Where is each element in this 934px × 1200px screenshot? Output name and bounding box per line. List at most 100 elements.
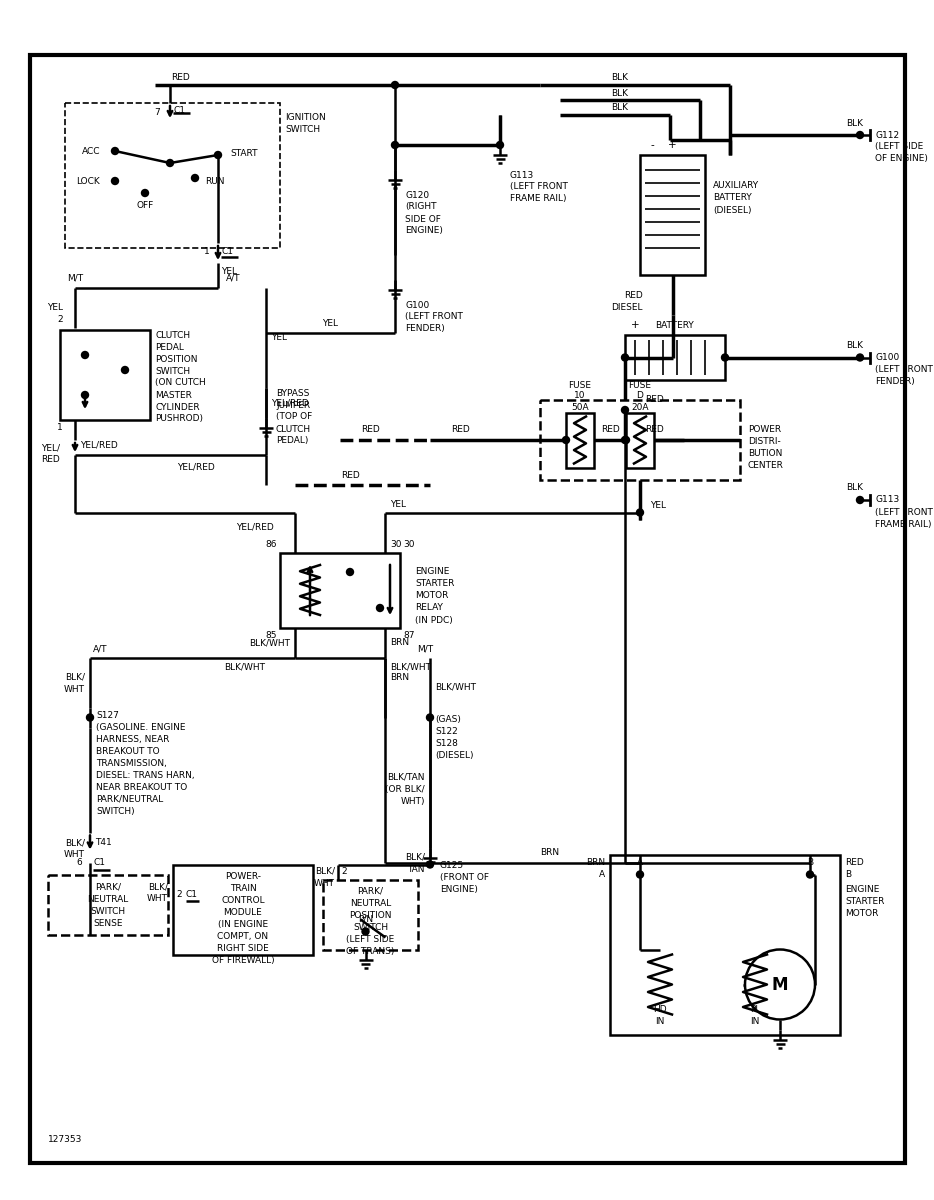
Text: C1: C1 — [186, 890, 198, 899]
Circle shape — [856, 497, 864, 504]
Text: RED: RED — [450, 426, 470, 434]
Text: ENGINE): ENGINE) — [440, 886, 478, 894]
Text: YEL: YEL — [322, 318, 338, 328]
Text: SWITCH: SWITCH — [353, 923, 388, 932]
Circle shape — [391, 82, 399, 89]
Text: PUSHROD): PUSHROD) — [155, 414, 203, 424]
Text: BLK/TAN: BLK/TAN — [388, 773, 425, 782]
Text: RUN: RUN — [205, 176, 224, 186]
Text: OFF: OFF — [136, 200, 153, 210]
Text: G112: G112 — [875, 131, 899, 139]
Text: YEL: YEL — [47, 304, 63, 312]
Text: (DIESEL): (DIESEL) — [713, 206, 752, 216]
Bar — [640, 155, 705, 275]
Text: BUTION: BUTION — [748, 450, 783, 458]
Bar — [540, 400, 740, 480]
Text: M/T: M/T — [417, 646, 433, 654]
Text: 85: 85 — [265, 631, 277, 640]
Text: ACC: ACC — [81, 146, 100, 156]
Text: OF ENGINE): OF ENGINE) — [875, 155, 927, 163]
Text: D: D — [637, 391, 644, 401]
Text: (OR BLK/: (OR BLK/ — [386, 785, 425, 794]
Text: COMPT, ON: COMPT, ON — [218, 932, 269, 941]
Text: NEUTRAL: NEUTRAL — [88, 895, 129, 904]
Text: YEL/RED: YEL/RED — [80, 440, 118, 450]
Text: TRAIN: TRAIN — [230, 884, 256, 893]
Text: A/T: A/T — [92, 646, 107, 654]
Circle shape — [191, 174, 199, 181]
Text: CLUTCH: CLUTCH — [155, 330, 191, 340]
Text: (GASOLINE. ENGINE: (GASOLINE. ENGINE — [96, 722, 186, 732]
Circle shape — [856, 354, 864, 361]
Text: (LEFT FRONT: (LEFT FRONT — [510, 182, 568, 192]
Text: BLK: BLK — [846, 484, 864, 492]
Text: (TOP OF: (TOP OF — [276, 413, 312, 421]
Text: A: A — [637, 858, 644, 866]
Text: RED: RED — [601, 426, 619, 434]
Circle shape — [621, 437, 629, 444]
Text: +: + — [668, 140, 677, 150]
Text: G120: G120 — [405, 191, 429, 199]
Text: (LEFT FRONT: (LEFT FRONT — [405, 312, 463, 322]
Text: 6: 6 — [77, 858, 82, 866]
Text: M: M — [771, 976, 788, 994]
Text: BLK/: BLK/ — [65, 838, 85, 847]
Bar — [625, 335, 725, 380]
Text: ENGINE: ENGINE — [415, 568, 449, 576]
Text: YEL: YEL — [650, 500, 666, 510]
Text: 127353: 127353 — [48, 1135, 82, 1145]
Text: POSITION: POSITION — [349, 911, 391, 920]
Text: CENTER: CENTER — [748, 462, 784, 470]
Text: RED: RED — [645, 426, 664, 434]
Text: FENDER): FENDER) — [875, 377, 914, 386]
Circle shape — [391, 142, 399, 149]
Circle shape — [721, 354, 729, 361]
Circle shape — [856, 132, 864, 138]
Text: YEL/RED: YEL/RED — [236, 523, 274, 532]
Text: 86: 86 — [265, 540, 277, 550]
Circle shape — [141, 190, 149, 197]
Text: AUXILIARY: AUXILIARY — [713, 180, 759, 190]
Text: FRAME RAIL): FRAME RAIL) — [510, 194, 567, 204]
Text: (ON CUTCH: (ON CUTCH — [155, 378, 205, 388]
Text: BRN: BRN — [586, 858, 605, 866]
Text: RED: RED — [171, 73, 190, 83]
Text: POSITION: POSITION — [155, 354, 197, 364]
Text: YEL: YEL — [271, 334, 287, 342]
Text: G125: G125 — [440, 862, 464, 870]
Circle shape — [215, 151, 221, 158]
Bar — [280, 552, 400, 628]
Text: C1: C1 — [173, 106, 185, 115]
Text: (IN PDC): (IN PDC) — [415, 616, 453, 624]
Text: YEL: YEL — [221, 266, 237, 276]
Text: B: B — [807, 858, 814, 866]
Text: T41: T41 — [95, 838, 112, 847]
Circle shape — [81, 352, 89, 359]
Circle shape — [427, 862, 433, 868]
Text: (RIGHT: (RIGHT — [405, 203, 436, 211]
Circle shape — [621, 407, 629, 414]
Text: PL: PL — [750, 1006, 760, 1014]
Text: G113: G113 — [510, 170, 534, 180]
Text: WHT): WHT) — [401, 797, 425, 806]
Text: 1: 1 — [57, 424, 63, 432]
Text: BRN: BRN — [541, 848, 559, 857]
Text: S127: S127 — [96, 710, 119, 720]
Text: SWITCH: SWITCH — [285, 126, 320, 134]
Circle shape — [622, 437, 630, 444]
Text: BATTERY: BATTERY — [656, 320, 694, 330]
Text: NEAR BREAKOUT TO: NEAR BREAKOUT TO — [96, 782, 187, 792]
Text: WHT: WHT — [314, 878, 335, 888]
Text: PEDAL: PEDAL — [155, 342, 184, 352]
Text: BREAKOUT TO: BREAKOUT TO — [96, 746, 160, 756]
Text: WHT: WHT — [147, 894, 168, 902]
Text: OF TRANS): OF TRANS) — [347, 947, 395, 956]
Text: WHT: WHT — [64, 850, 85, 859]
Text: TAN: TAN — [407, 865, 425, 874]
Text: 7: 7 — [154, 108, 160, 116]
Text: (LEFT FRONT: (LEFT FRONT — [875, 508, 933, 516]
Text: S122: S122 — [435, 727, 458, 736]
Text: ENGINE: ENGINE — [845, 886, 880, 894]
Text: HD: HD — [653, 1006, 667, 1014]
Text: SIDE OF: SIDE OF — [405, 215, 441, 223]
